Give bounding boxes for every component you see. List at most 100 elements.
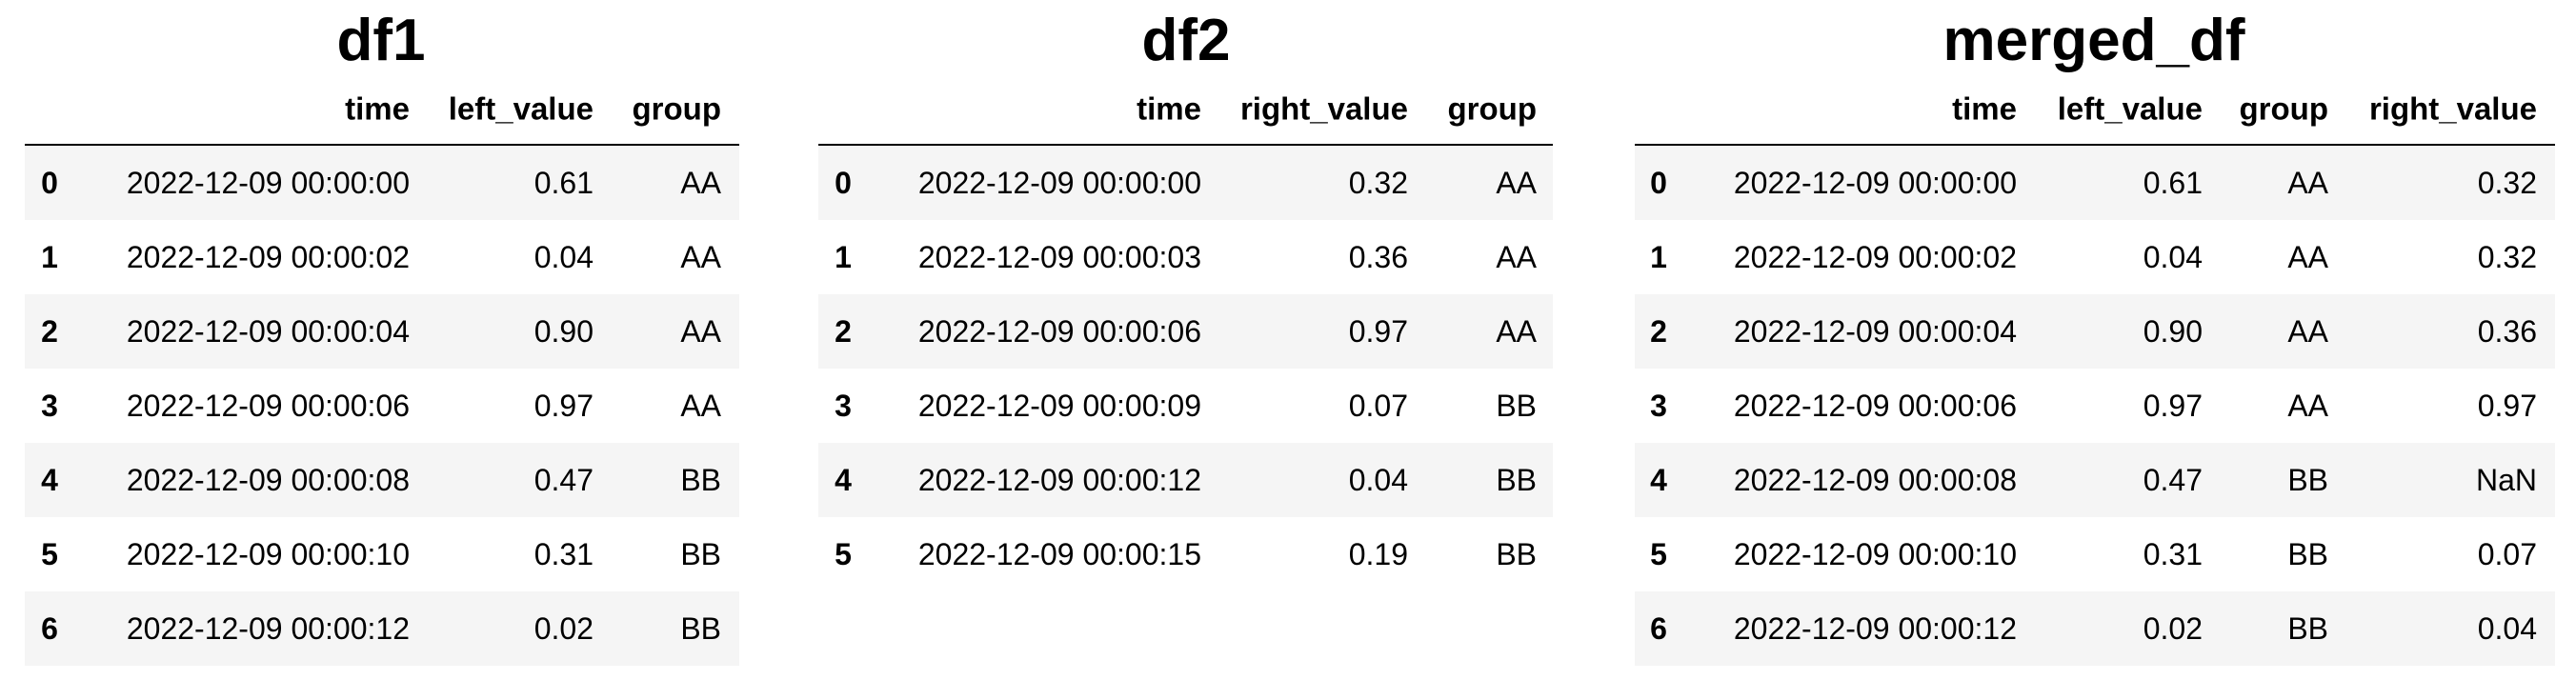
cell: 0.47 <box>2143 463 2203 497</box>
cell: 0.31 <box>2143 537 2203 571</box>
cell: 0.36 <box>2477 314 2537 349</box>
row-index: 5 <box>1650 537 1667 571</box>
table-title: df2 <box>1141 8 1231 73</box>
cell: BB <box>2287 611 2328 646</box>
cell: AA <box>680 240 721 274</box>
cell: BB <box>2287 537 2328 571</box>
header-rule <box>1635 144 2555 146</box>
cell: 0.32 <box>2477 240 2537 274</box>
row-index: 1 <box>41 240 58 274</box>
row-stripe <box>1635 591 2555 666</box>
row-index: 5 <box>41 537 58 571</box>
cell: BB <box>2287 463 2328 497</box>
row-stripe <box>25 146 739 220</box>
cell: AA <box>2287 166 2328 200</box>
header-rule <box>818 144 1553 146</box>
cell: 0.04 <box>533 240 594 274</box>
cell: AA <box>1496 166 1537 200</box>
column-header: left_value <box>448 90 594 127</box>
cell: 0.04 <box>2477 611 2537 646</box>
row-index: 6 <box>41 611 58 646</box>
cell: 0.90 <box>2143 314 2203 349</box>
cell: 2022-12-09 00:00:00 <box>126 166 410 200</box>
column-header: group <box>2239 90 2328 127</box>
cell: AA <box>1496 314 1537 349</box>
cell: 2022-12-09 00:00:12 <box>1733 611 2017 646</box>
cell: 0.97 <box>1348 314 1408 349</box>
row-index: 0 <box>835 166 852 200</box>
column-header: left_value <box>2057 90 2203 127</box>
cell: NaN <box>2475 463 2537 497</box>
row-index: 4 <box>41 463 58 497</box>
row-index: 2 <box>41 314 58 349</box>
cell: 2022-12-09 00:00:10 <box>1733 537 2017 571</box>
cell: BB <box>1496 463 1537 497</box>
cell: 2022-12-09 00:00:06 <box>917 314 1201 349</box>
cell: 2022-12-09 00:00:04 <box>126 314 410 349</box>
cell: AA <box>680 389 721 423</box>
cell: 0.19 <box>1348 537 1408 571</box>
column-header: time <box>345 90 410 127</box>
cell: AA <box>680 314 721 349</box>
cell: BB <box>680 463 721 497</box>
cell: BB <box>1496 537 1537 571</box>
row-index: 1 <box>1650 240 1667 274</box>
cell: 0.02 <box>2143 611 2203 646</box>
cell: 0.90 <box>533 314 594 349</box>
cell: AA <box>1496 240 1537 274</box>
row-index: 0 <box>41 166 58 200</box>
cell: 2022-12-09 00:00:02 <box>126 240 410 274</box>
cell: 0.61 <box>533 166 594 200</box>
row-stripe <box>1635 146 2555 220</box>
column-header: time <box>1952 90 2017 127</box>
cell: 2022-12-09 00:00:02 <box>1733 240 2017 274</box>
cell: 2022-12-09 00:00:08 <box>126 463 410 497</box>
row-index: 3 <box>1650 389 1667 423</box>
cell: 0.32 <box>1348 166 1408 200</box>
cell: 2022-12-09 00:00:10 <box>126 537 410 571</box>
table-title: merged_df <box>1942 8 2245 73</box>
cell: 2022-12-09 00:00:12 <box>917 463 1201 497</box>
cell: 2022-12-09 00:00:06 <box>1733 389 2017 423</box>
row-stripe <box>25 294 739 369</box>
column-header: time <box>1137 90 1201 127</box>
cell: 2022-12-09 00:00:00 <box>1733 166 2017 200</box>
cell: 0.61 <box>2143 166 2203 200</box>
row-index: 0 <box>1650 166 1667 200</box>
cell: 0.36 <box>1348 240 1408 274</box>
cell: 2022-12-09 00:00:00 <box>917 166 1201 200</box>
column-header: group <box>1447 90 1537 127</box>
row-stripe <box>25 443 739 517</box>
header-rule <box>25 144 739 146</box>
cell: AA <box>2287 389 2328 423</box>
cell: 0.47 <box>533 463 594 497</box>
row-stripe <box>1635 294 2555 369</box>
cell: 0.97 <box>2143 389 2203 423</box>
cell: 0.02 <box>533 611 594 646</box>
column-header: right_value <box>1239 90 1408 127</box>
cell: 2022-12-09 00:00:09 <box>917 389 1201 423</box>
row-stripe <box>1635 443 2555 517</box>
cell: AA <box>2287 314 2328 349</box>
row-index: 4 <box>835 463 852 497</box>
cell: BB <box>1496 389 1537 423</box>
column-header: group <box>632 90 721 127</box>
row-index: 2 <box>1650 314 1667 349</box>
cell: 2022-12-09 00:00:12 <box>126 611 410 646</box>
cell: 0.04 <box>1348 463 1408 497</box>
row-stripe <box>25 591 739 666</box>
cell: 0.07 <box>1348 389 1408 423</box>
cell: 0.97 <box>2477 389 2537 423</box>
row-index: 5 <box>835 537 852 571</box>
row-stripe <box>818 443 1553 517</box>
cell: 2022-12-09 00:00:04 <box>1733 314 2017 349</box>
cell: 2022-12-09 00:00:08 <box>1733 463 2017 497</box>
row-stripe <box>818 146 1553 220</box>
row-stripe <box>818 294 1553 369</box>
cell: 0.04 <box>2143 240 2203 274</box>
row-index: 6 <box>1650 611 1667 646</box>
cell: 0.97 <box>533 389 594 423</box>
row-index: 4 <box>1650 463 1667 497</box>
column-header: right_value <box>2368 90 2537 127</box>
